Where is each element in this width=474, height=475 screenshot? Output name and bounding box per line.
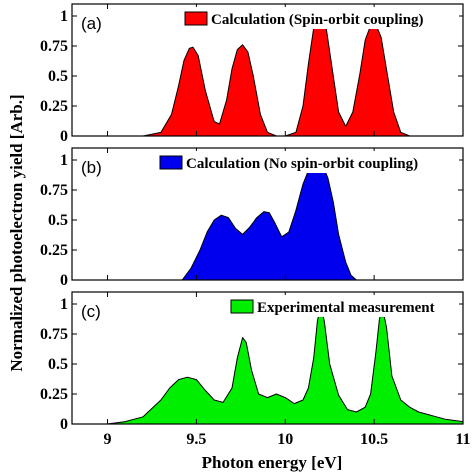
area-series-1 xyxy=(142,16,411,137)
y-tick-label: 0.75 xyxy=(40,326,68,343)
y-tick-label: 0 xyxy=(60,416,68,433)
legend-box xyxy=(158,151,459,173)
panel-1: 0 0.25 0.5 0.75 1 (a) Calculation (Spin-orbit … xyxy=(40,3,464,145)
panel-3: 0 0.25 0.5 0.75 1 (c) Experimental measurement xyxy=(40,291,464,433)
legend-swatch xyxy=(230,299,254,314)
x-tick-label: 11 xyxy=(455,431,470,448)
y-axis-title: Normalized photoelectron yield [Arb.] xyxy=(7,94,26,371)
legend-label: Experimental measurement xyxy=(257,300,435,316)
panel-label: (c) xyxy=(81,302,101,321)
y-tick-label: 0.5 xyxy=(48,68,68,85)
panel-label: (a) xyxy=(81,14,102,33)
y-tick-label: 0.75 xyxy=(40,38,68,55)
legend-label: Calculation (No spin-orbit coupling) xyxy=(186,156,418,172)
legend-swatch xyxy=(184,11,208,26)
x-axis-title: Photon energy [eV] xyxy=(202,453,343,472)
x-tick-label: 9.5 xyxy=(186,431,206,448)
y-tick-label: 1 xyxy=(60,8,68,25)
y-tick-label: 0.25 xyxy=(40,242,68,259)
area-series-3 xyxy=(107,303,464,425)
y-tick-label: 0.5 xyxy=(48,212,68,229)
y-tick-label: 0.75 xyxy=(40,182,68,199)
y-tick-label: 1 xyxy=(60,296,68,313)
panels-layer: 0 0.25 0.5 0.75 1 (a) Calculation (Spin-orbit … xyxy=(40,3,471,448)
y-tick-label: 0 xyxy=(60,128,68,145)
area-series-2 xyxy=(181,159,357,281)
legend-box xyxy=(183,7,459,29)
legend-label: Calculation (Spin-orbit coupling) xyxy=(211,12,424,28)
y-tick-label: 1 xyxy=(60,152,68,169)
x-tick-label: 10.5 xyxy=(360,431,388,448)
panel-frame xyxy=(71,291,464,425)
x-tick-labels: 9 9.5 10 10.5 11 xyxy=(104,431,471,448)
y-tick-label: 0 xyxy=(60,272,68,289)
legend-swatch xyxy=(159,155,183,170)
legend-box xyxy=(229,295,459,317)
y-tick-label: 0.5 xyxy=(48,356,68,373)
y-tick-label: 0.25 xyxy=(40,386,68,403)
panel-frame xyxy=(71,3,464,137)
x-tick-label: 10 xyxy=(277,431,293,448)
panel-frame xyxy=(71,147,464,281)
panel-2: 0 0.25 0.5 0.75 1 (b) Calculation (No spin-orb… xyxy=(40,147,464,289)
y-tick-label: 0.25 xyxy=(40,98,68,115)
x-tick-label: 9 xyxy=(104,431,112,448)
panel-label: (b) xyxy=(81,158,102,177)
